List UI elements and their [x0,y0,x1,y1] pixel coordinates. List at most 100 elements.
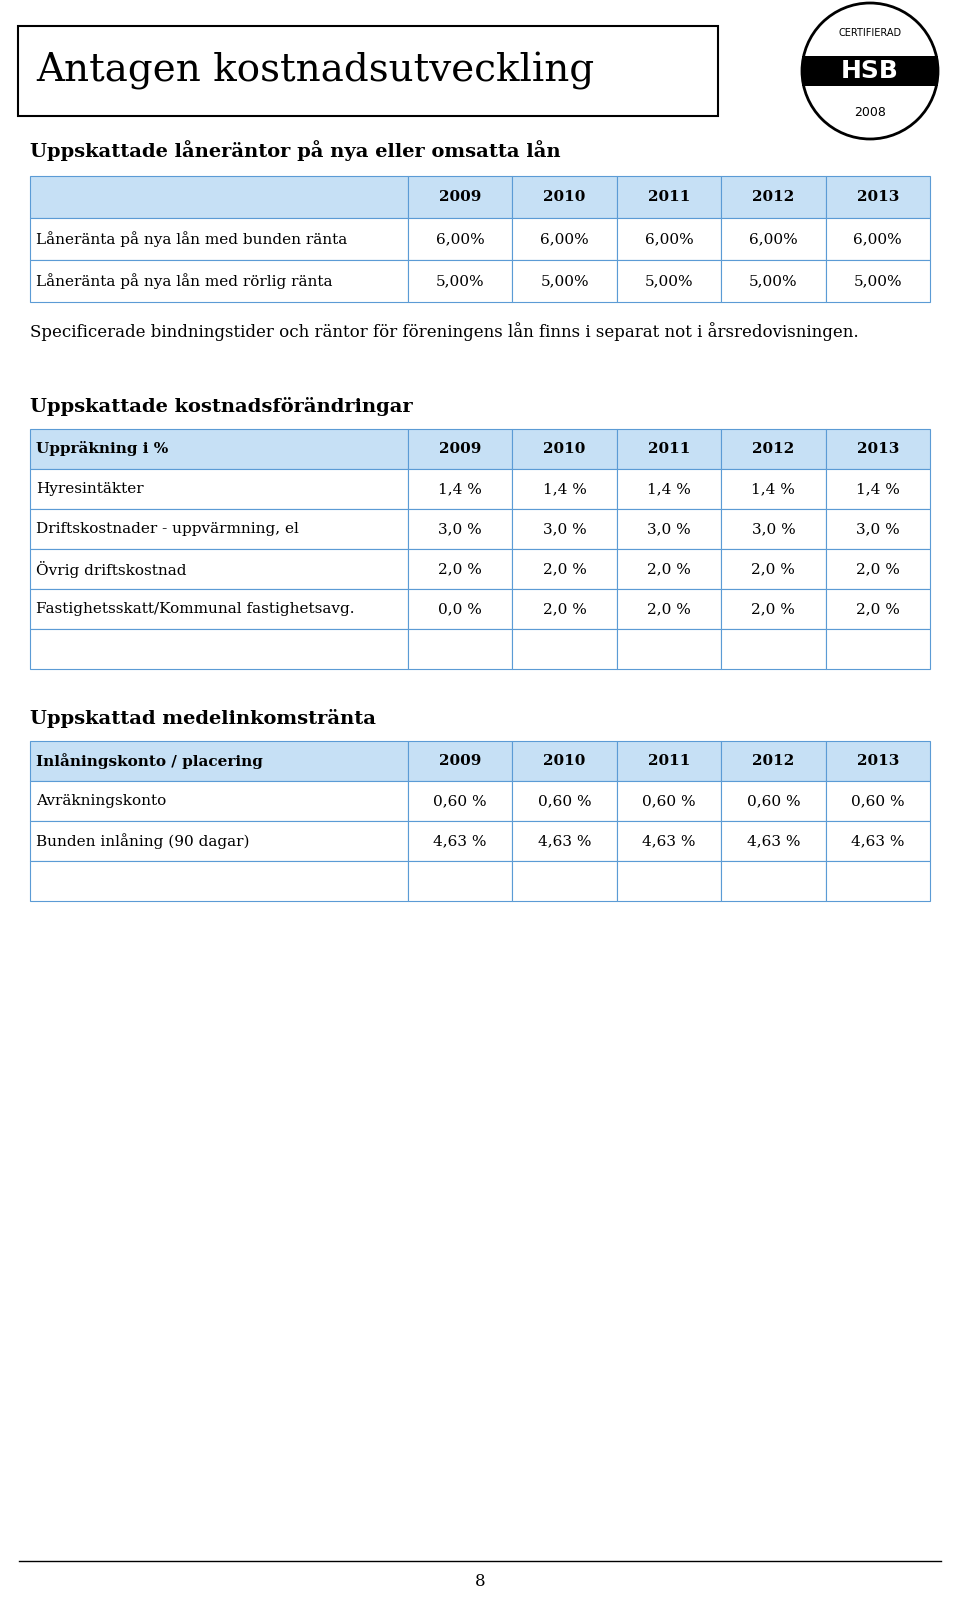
Bar [513,821,616,861]
Text: 8: 8 [474,1572,486,1590]
Bar [616,742,721,781]
Bar [616,428,721,469]
Bar [408,469,513,509]
Bar [721,218,826,260]
Text: 3,0 %: 3,0 % [439,522,482,537]
Text: 2,0 %: 2,0 % [439,562,482,575]
Bar [802,57,938,86]
Bar [408,861,513,902]
Text: 2013: 2013 [856,443,899,456]
Bar [513,469,616,509]
Text: Bunden inlåning (90 dagar): Bunden inlåning (90 dagar) [36,834,250,848]
Bar [30,428,408,469]
Bar [513,260,616,302]
Bar [616,781,721,821]
Bar [408,428,513,469]
Bar [513,218,616,260]
Text: 2012: 2012 [753,755,795,768]
Text: Uppräkning i %: Uppräkning i % [36,441,168,456]
Bar [616,218,721,260]
Text: 3,0 %: 3,0 % [647,522,691,537]
Text: 2011: 2011 [648,191,690,204]
Bar [513,428,616,469]
Text: 0,60 %: 0,60 % [747,793,801,808]
Text: HSB: HSB [841,60,899,82]
Bar [616,469,721,509]
Bar [30,861,408,902]
Text: Antagen kostnadsutveckling: Antagen kostnadsutveckling [36,52,594,90]
Text: 1,4 %: 1,4 % [439,482,482,496]
Bar [30,588,408,629]
Text: 2,0 %: 2,0 % [856,603,900,616]
Text: 2009: 2009 [439,191,481,204]
Text: 4,63 %: 4,63 % [642,834,696,848]
Bar [616,176,721,218]
Bar [30,176,408,218]
Bar [826,509,930,549]
Text: Specificerade bindningstider och räntor för föreningens lån finns i separat not : Specificerade bindningstider och räntor … [30,322,858,341]
Text: 5,00%: 5,00% [540,275,588,288]
Bar [721,509,826,549]
Text: 2,0 %: 2,0 % [647,603,691,616]
Bar [30,742,408,781]
Text: 2,0 %: 2,0 % [647,562,691,575]
Bar [408,218,513,260]
Text: Fastighetsskatt/Kommunal fastighetsavg.: Fastighetsskatt/Kommunal fastighetsavg. [36,603,354,616]
Bar [826,218,930,260]
Text: 5,00%: 5,00% [645,275,693,288]
Text: 3,0 %: 3,0 % [542,522,587,537]
Bar [30,469,408,509]
Text: 2012: 2012 [753,443,795,456]
Bar [30,549,408,588]
Bar [826,469,930,509]
Bar [513,781,616,821]
Bar [721,629,826,669]
Bar [616,588,721,629]
Text: 1,4 %: 1,4 % [856,482,900,496]
Bar [721,176,826,218]
Text: Uppskattad medelinkomstränta: Uppskattad medelinkomstränta [30,709,376,729]
Text: 2,0 %: 2,0 % [542,562,587,575]
Text: Driftskostnader - uppvärmning, el: Driftskostnader - uppvärmning, el [36,522,299,537]
Bar [408,781,513,821]
Bar [826,629,930,669]
Bar [30,629,408,669]
Text: 2009: 2009 [439,443,481,456]
Text: 2012: 2012 [753,191,795,204]
Text: 2,0 %: 2,0 % [752,603,795,616]
Text: Hyresintäkter: Hyresintäkter [36,482,144,496]
Bar [30,218,408,260]
Text: 2,0 %: 2,0 % [542,603,587,616]
Text: 4,63 %: 4,63 % [538,834,591,848]
Bar [30,781,408,821]
Text: 4,63 %: 4,63 % [747,834,800,848]
Bar [826,742,930,781]
Bar [826,176,930,218]
Text: 2011: 2011 [648,755,690,768]
Bar [826,861,930,902]
Bar [721,861,826,902]
Bar [826,549,930,588]
Text: 2008: 2008 [854,107,886,120]
Bar [721,588,826,629]
Text: Inlåningskonto / placering: Inlåningskonto / placering [36,753,263,769]
Text: 5,00%: 5,00% [853,275,902,288]
Bar [616,629,721,669]
Bar [721,260,826,302]
Text: 5,00%: 5,00% [436,275,485,288]
Text: Låneränta på nya lån med rörlig ränta: Låneränta på nya lån med rörlig ränta [36,273,332,289]
Bar [513,742,616,781]
Text: 2011: 2011 [648,443,690,456]
Bar [616,821,721,861]
Text: 1,4 %: 1,4 % [647,482,691,496]
Text: 2,0 %: 2,0 % [752,562,795,575]
Text: 1,4 %: 1,4 % [542,482,587,496]
Text: Övrig driftskostnad: Övrig driftskostnad [36,561,186,577]
Text: 6,00%: 6,00% [436,233,485,246]
Bar [721,549,826,588]
Text: 4,63 %: 4,63 % [852,834,904,848]
Text: Uppskattade kostnadsförändringar: Uppskattade kostnadsförändringar [30,398,413,417]
Bar [721,781,826,821]
Bar [721,821,826,861]
Bar [408,509,513,549]
